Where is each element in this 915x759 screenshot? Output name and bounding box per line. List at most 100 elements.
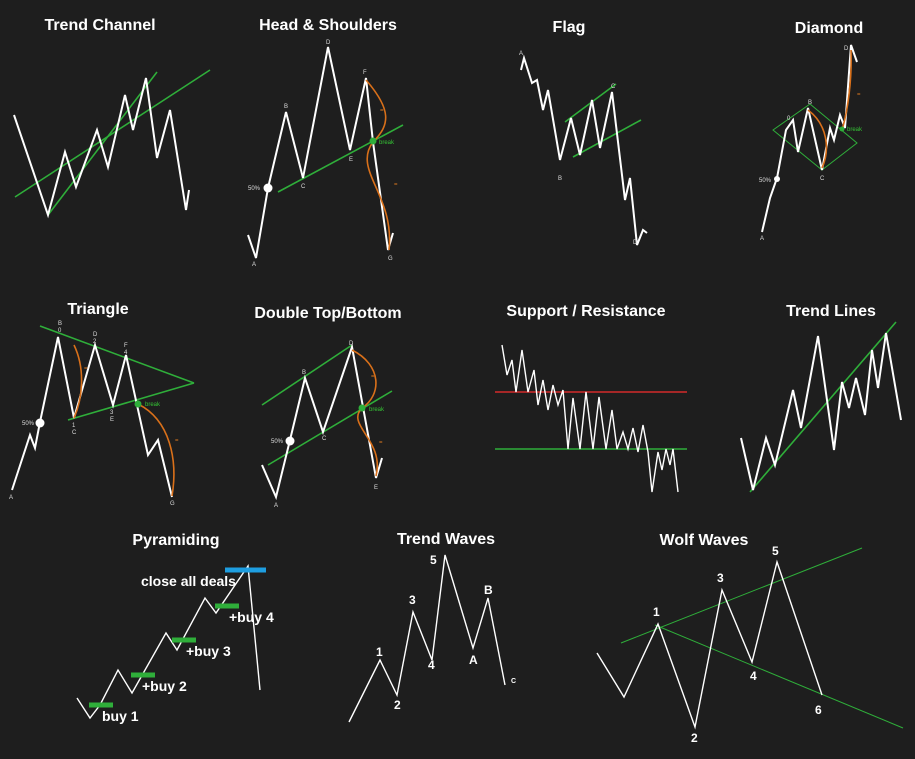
title-support-resistance: Support / Resistance — [506, 303, 665, 320]
label-tri-pct: 50% — [22, 421, 35, 427]
label-diamond-b: B — [808, 100, 812, 106]
title-trend-waves: Trend Waves — [397, 531, 495, 548]
panel-double-top: Double Top/Bottom 50% break A B C D E = … — [254, 305, 401, 509]
label-flag-a: A — [519, 51, 523, 57]
label-hs-pct: 50% — [248, 186, 261, 192]
label-ww-3: 3 — [717, 571, 724, 585]
price-line-head-shoulders — [247, 46, 394, 259]
panel-diamond: Diamond 50% break A B C D 0 = — [759, 20, 863, 242]
tick-tri-2: = — [175, 438, 179, 444]
projection-curve-tri-2 — [137, 403, 175, 497]
title-wolf-waves: Wolf Waves — [660, 532, 749, 549]
label-hs-c: C — [301, 184, 306, 190]
channel-lower-line — [14, 69, 211, 198]
label-tri-g: G — [170, 501, 175, 507]
pct-marker-triangle — [35, 418, 45, 428]
break-marker-triangle — [134, 400, 142, 408]
label-dt-a: A — [274, 503, 278, 509]
triangle-upper-line — [39, 325, 195, 384]
label-tri-f: F — [124, 343, 128, 349]
label-tri-c: C — [72, 430, 77, 436]
price-line-double-top — [261, 343, 383, 501]
title-triangle: Triangle — [67, 301, 128, 318]
label-dt-e: E — [374, 485, 378, 491]
double-top-lower-line — [267, 390, 393, 466]
label-hs-e: E — [349, 157, 353, 163]
label-flag-d: D — [633, 240, 638, 246]
label-ww-5: 5 — [772, 544, 779, 558]
label-flag-b: B — [558, 176, 562, 182]
price-line-wolf-waves — [596, 559, 823, 730]
panel-head-shoulders: Head & Shoulders 50% break A B C D E F G… — [247, 17, 404, 268]
label-tw-3: 3 — [409, 593, 416, 607]
label-flag-c: C — [611, 84, 616, 90]
label-diamond-break: break — [847, 127, 863, 133]
label-dt-c: C — [322, 436, 327, 442]
label-tri-d: D — [93, 332, 98, 338]
label-diamond-o: 0 — [787, 116, 791, 122]
label-tri-f4: 4 — [124, 350, 128, 356]
break-marker-double-top — [358, 404, 366, 412]
price-line-pyramiding — [76, 564, 261, 720]
label-buy-1: buy 1 — [102, 708, 139, 724]
panel-trend-waves: Trend Waves 1 2 3 4 5 A B C — [348, 531, 516, 723]
price-line-diamond — [761, 44, 858, 233]
label-diamond-c: C — [820, 176, 825, 182]
label-tw-c: C — [511, 678, 516, 685]
panel-flag: Flag A B C D — [519, 19, 648, 246]
tick-tri-1: = — [84, 366, 88, 372]
label-tri-e: E — [110, 417, 114, 423]
wolf-lower-line — [654, 624, 904, 729]
title-head-shoulders: Head & Shoulders — [259, 17, 397, 34]
panel-wolf-waves: Wolf Waves 1 2 3 4 5 6 — [596, 532, 904, 745]
title-double-top: Double Top/Bottom — [254, 305, 401, 322]
price-line-triangle — [11, 336, 173, 498]
label-tw-2: 2 — [394, 698, 401, 712]
label-diamond-a: A — [760, 236, 764, 242]
label-tw-a: A — [469, 653, 478, 667]
label-tri-c1: 1 — [72, 423, 76, 429]
pct-marker-diamond — [774, 176, 780, 182]
flag-lower-line — [572, 119, 642, 158]
break-marker-diamond — [839, 126, 845, 132]
label-hs-a: A — [252, 262, 256, 268]
panel-triangle: Triangle 50% break A B 0 1 C D 2 3 E F 4… — [9, 301, 195, 507]
label-tw-4: 4 — [428, 658, 435, 672]
label-dt-b: B — [302, 370, 306, 376]
price-line-support-resistance — [501, 344, 679, 493]
label-tri-b0: 0 — [58, 328, 62, 334]
tick-hs-2: = — [394, 182, 398, 188]
label-diamond-d: D — [844, 46, 849, 52]
label-close-all: close all deals — [141, 573, 236, 589]
pct-marker-double-top — [285, 436, 295, 446]
price-line-trend-waves — [348, 554, 506, 723]
price-line-flag — [520, 54, 648, 246]
title-flag: Flag — [553, 19, 586, 36]
projection-curve-diamond-1 — [807, 109, 828, 169]
label-ww-1: 1 — [653, 605, 660, 619]
title-pyramiding: Pyramiding — [132, 532, 219, 549]
title-trend-lines: Trend Lines — [786, 303, 876, 320]
label-dt-pct: 50% — [271, 439, 284, 445]
panel-trend-lines: Trend Lines — [740, 303, 902, 493]
label-buy-4: +buy 4 — [229, 609, 274, 625]
projection-curve-diamond-2 — [841, 49, 852, 131]
panel-support-resistance: Support / Resistance — [495, 303, 687, 493]
label-hs-b: B — [284, 104, 288, 110]
label-buy-2: +buy 2 — [142, 678, 187, 694]
tick-dt-1: = — [371, 374, 375, 380]
label-buy-3: +buy 3 — [186, 643, 231, 659]
title-trend-channel: Trend Channel — [44, 17, 155, 34]
label-dt-break: break — [369, 407, 385, 413]
label-tri-e3: 3 — [110, 410, 114, 416]
label-tri-d2: 2 — [93, 339, 97, 345]
tick-diamond-1: = — [857, 92, 861, 98]
neckline — [277, 124, 404, 193]
title-diamond: Diamond — [795, 20, 863, 37]
label-tri-b: B — [58, 321, 62, 327]
break-marker-hs — [369, 137, 377, 145]
label-tw-5: 5 — [430, 553, 437, 567]
label-diamond-pct: 50% — [759, 178, 772, 184]
label-tri-a: A — [9, 495, 13, 501]
